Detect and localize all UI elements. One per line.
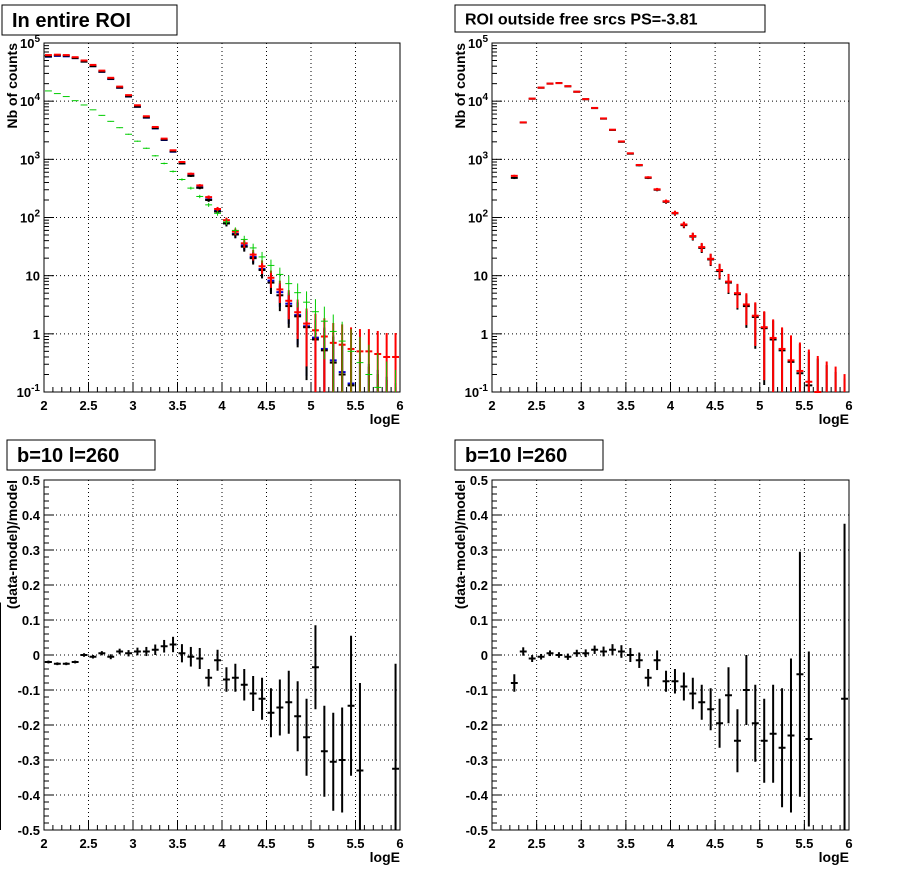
y-axis-label: Nb of counts [452, 43, 468, 129]
y-tick-label: 0.1 [22, 613, 40, 628]
x-tick-label: 5 [307, 398, 314, 413]
series-4 [45, 90, 397, 392]
y-tick-label: 10 [474, 269, 488, 284]
x-tick-label: 3.5 [168, 836, 186, 851]
y-tick-label: 105 [20, 34, 40, 51]
series-1 [0, 602, 399, 830]
x-axis-label: logE [819, 411, 849, 427]
x-tick-label: 2.5 [79, 398, 97, 413]
chart-title-box [454, 439, 604, 471]
series-2 [510, 82, 846, 393]
y-tick-label: 1 [33, 327, 40, 342]
chart-title: b=10 l=260 [17, 445, 119, 467]
y-axis-label: Nb of counts [4, 43, 20, 129]
x-axis-label: logE [819, 849, 849, 865]
x-tick-label: 2 [488, 836, 495, 851]
y-tick-label: 0.4 [470, 508, 489, 523]
y-tick-label: -0.3 [18, 753, 40, 768]
y-tick-label: -0.2 [466, 718, 488, 733]
x-tick-label: 4.5 [706, 398, 724, 413]
x-tick-label: 6 [845, 836, 852, 851]
y-tick-label: 0 [33, 648, 40, 663]
x-tick-label: 4 [218, 836, 226, 851]
x-tick-label: 6 [396, 398, 403, 413]
y-tick-label: -0.5 [466, 823, 488, 838]
y-tick-label: 104 [468, 92, 488, 109]
y-axis-label: (data-model)/model [4, 480, 20, 609]
y-tick-label: 0.3 [22, 543, 40, 558]
x-tick-label: 4.5 [706, 836, 724, 851]
chart-title: b=10 l=260 [465, 445, 567, 467]
x-tick-label: 2 [40, 398, 47, 413]
x-tick-label: 3.5 [168, 398, 186, 413]
chart-title-box [1, 4, 178, 36]
x-tick-label: 4.5 [257, 836, 275, 851]
y-tick-label: -0.4 [466, 788, 489, 803]
chart-title-box [6, 439, 156, 471]
y-tick-label: 0.2 [470, 578, 488, 593]
y-axis-label: (data-model)/model [452, 480, 468, 609]
x-tick-label: 3.5 [617, 836, 635, 851]
series-1 [510, 82, 846, 392]
chart-title-box [454, 4, 766, 33]
x-tick-label: 5 [307, 836, 314, 851]
chart-panel-4: 2 2.5 3 3.5 4 4.5 5 5.5 6 -0.5 -0.4 -0.3 -0.2 -0.1 0 0.… [452, 439, 853, 865]
x-tick-label: 3 [578, 836, 585, 851]
x-tick-label: 5.5 [346, 836, 364, 851]
y-tick-label: 0.4 [22, 508, 41, 523]
x-tick-label: 3 [129, 398, 136, 413]
y-tick-label: 104 [20, 92, 40, 109]
y-tick-label: 0.5 [470, 473, 488, 488]
y-tick-label: 10-1 [465, 383, 489, 400]
y-tick-label: 0.5 [22, 473, 40, 488]
x-tick-label: 2.5 [528, 398, 546, 413]
x-tick-label: 3 [129, 836, 136, 851]
series-1 [510, 523, 848, 830]
y-tick-label: 10 [26, 269, 40, 284]
x-tick-label: 5.5 [795, 398, 813, 413]
x-tick-label: 6 [845, 398, 852, 413]
x-tick-label: 5.5 [346, 398, 364, 413]
chart-panel-2: 2 2.5 3 3.5 4 4.5 5 5.5 6 10-1 1 10 102 103 104 105 logE… [452, 4, 853, 427]
x-tick-label: 4 [667, 836, 675, 851]
y-tick-label: -0.2 [18, 718, 40, 733]
chart-title: ROI outside free srcs PS=-3.81 [465, 11, 698, 28]
x-tick-label: 2.5 [79, 836, 97, 851]
x-tick-label: 5.5 [795, 836, 813, 851]
y-tick-label: -0.5 [18, 823, 40, 838]
x-tick-label: 5 [756, 836, 763, 851]
y-tick-label: 103 [20, 150, 40, 167]
x-tick-label: 5 [756, 398, 763, 413]
x-tick-label: 6 [396, 836, 403, 851]
y-tick-label: 10-1 [17, 383, 41, 400]
chart-panel-1: 2 2.5 3 3.5 4 4.5 5 5.5 6 10-1 1 10 102 103 104 105 logE… [1, 4, 404, 427]
x-axis-label: logE [370, 411, 400, 427]
y-tick-label: 0.3 [470, 543, 488, 558]
y-tick-label: 105 [468, 34, 488, 51]
chart-title: In entire ROI [12, 10, 131, 32]
y-tick-label: 103 [468, 150, 488, 167]
y-tick-label: 0.1 [470, 613, 488, 628]
x-tick-label: 3.5 [617, 398, 635, 413]
chart-panel-3: 2 2.5 3 3.5 4 4.5 5 5.5 6 -0.5 -0.4 -0.3 -0.2 -0.1 0 0.… [0, 439, 404, 865]
y-tick-label: 0 [481, 648, 488, 663]
x-tick-label: 4.5 [257, 398, 275, 413]
x-tick-label: 2 [40, 836, 47, 851]
y-tick-label: 0.2 [22, 578, 40, 593]
x-tick-label: 2.5 [528, 836, 546, 851]
x-tick-label: 3 [578, 398, 585, 413]
x-tick-label: 2 [488, 398, 495, 413]
y-tick-label: 1 [481, 327, 488, 342]
x-tick-label: 4 [667, 398, 675, 413]
x-tick-label: 4 [218, 398, 226, 413]
y-tick-label: 102 [20, 209, 40, 226]
y-tick-label: 102 [468, 209, 488, 226]
y-tick-label: -0.4 [18, 788, 41, 803]
y-tick-label: -0.1 [466, 683, 488, 698]
y-tick-label: -0.1 [18, 683, 40, 698]
y-tick-label: -0.3 [466, 753, 488, 768]
x-axis-label: logE [370, 849, 400, 865]
